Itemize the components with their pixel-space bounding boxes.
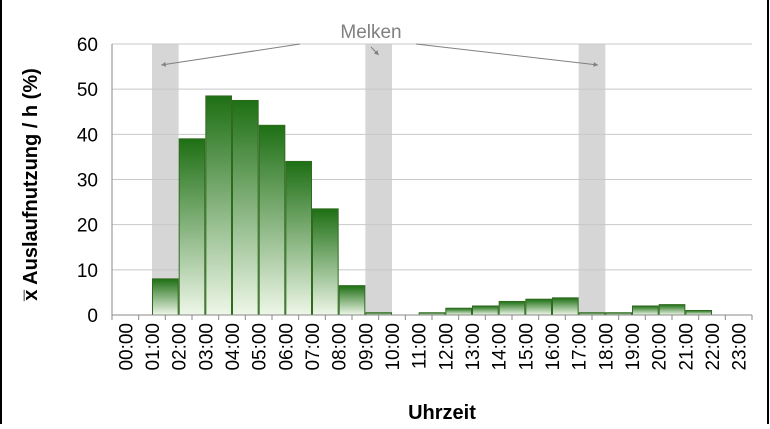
- y-tick-label: 60: [77, 35, 98, 56]
- y-tick-label: 30: [77, 171, 98, 192]
- x-tick-label: 20:00: [650, 323, 671, 371]
- x-tick-label: 09:00: [356, 323, 377, 371]
- x-tick-label: 02:00: [170, 323, 191, 371]
- bar-1400: [498, 300, 526, 316]
- x-tick-label: 00:00: [116, 323, 137, 371]
- x-tick-label: 04:00: [223, 323, 244, 371]
- bar-2100: [685, 309, 712, 316]
- bar-0300: [205, 95, 232, 316]
- milking-pointer-line: [161, 43, 301, 66]
- x-tick-label: 03:00: [196, 323, 217, 371]
- bar-0600: [285, 160, 313, 316]
- bar-1500: [525, 298, 552, 316]
- milking-annotation: Melken: [161, 22, 599, 67]
- milking-pointer-head: [161, 61, 167, 67]
- y-tick-label: 40: [77, 125, 98, 146]
- bar-1300: [472, 305, 499, 316]
- x-tick-label: 10:00: [383, 323, 404, 371]
- axes: 0 10 20 30 40 50 60 00:00 01:00 02:00 03:00 04:00 05…: [77, 35, 753, 371]
- bars: [152, 95, 712, 316]
- x-tick-label: 17:00: [570, 323, 591, 371]
- x-tick-label: 19:00: [623, 323, 644, 371]
- bar-0800: [338, 285, 366, 316]
- milking-pointer-line: [415, 43, 599, 66]
- y-tick-label: 20: [77, 216, 98, 237]
- bar-0200: [178, 138, 206, 316]
- bar-0700: [312, 208, 339, 316]
- x-tick-label: 15:00: [516, 323, 537, 371]
- milking-pointer-head: [373, 50, 379, 55]
- milking-pointer-head: [593, 62, 598, 67]
- bar-1600: [552, 297, 579, 316]
- milking-label: Melken: [340, 22, 401, 43]
- x-axis-title: Uhrzeit: [408, 402, 476, 424]
- bar-0500: [258, 124, 286, 316]
- bar-0400: [232, 99, 259, 316]
- x-tick-label: 05:00: [250, 323, 271, 371]
- y-tick-label: 0: [87, 306, 98, 327]
- x-tick-label: 07:00: [303, 323, 324, 371]
- x-tick-label: 06:00: [276, 323, 297, 371]
- bar-1200: [445, 307, 473, 316]
- x-tick-label: 11:00: [410, 323, 431, 369]
- bar-2000: [658, 304, 686, 316]
- y-tick-label: 50: [77, 80, 98, 101]
- x-tick-label: 01:00: [143, 323, 164, 371]
- x-tick-label: 08:00: [330, 323, 351, 371]
- x-tick-label: 14:00: [490, 323, 511, 371]
- bar-0100: [152, 278, 179, 316]
- y-tick-label: 10: [77, 261, 98, 282]
- bar-1900: [632, 305, 659, 316]
- x-tick-label: 18:00: [596, 323, 617, 371]
- x-tick-label: 16:00: [543, 323, 564, 371]
- x-tick-label: 22:00: [703, 323, 724, 371]
- y-axis-title: x̅ Auslaufnutzung / h (%): [20, 68, 42, 301]
- x-tick-label: 21:00: [676, 323, 697, 371]
- x-tick-label: 23:00: [730, 323, 751, 371]
- x-tick-label: 12:00: [436, 323, 457, 371]
- x-tick-label: 13:00: [463, 323, 484, 371]
